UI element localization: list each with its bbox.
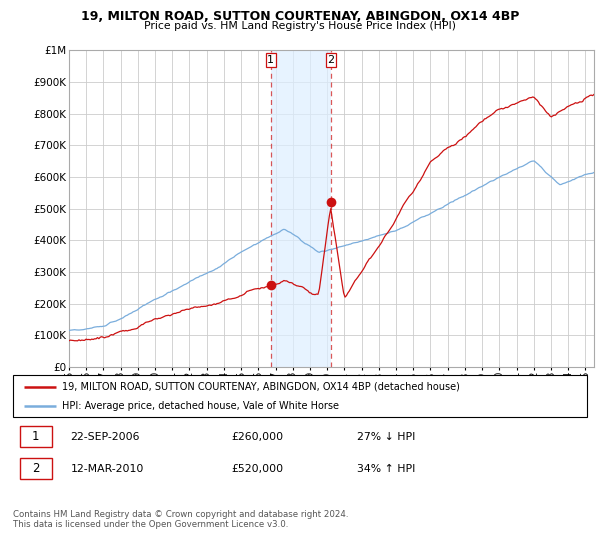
Text: 2: 2 — [327, 55, 334, 65]
Text: 19, MILTON ROAD, SUTTON COURTENAY, ABINGDON, OX14 4BP: 19, MILTON ROAD, SUTTON COURTENAY, ABING… — [81, 10, 519, 23]
Text: £260,000: £260,000 — [231, 432, 283, 442]
Text: 1: 1 — [32, 430, 40, 444]
Text: 1: 1 — [267, 55, 274, 65]
Text: 22-SEP-2006: 22-SEP-2006 — [71, 432, 140, 442]
Text: 19, MILTON ROAD, SUTTON COURTENAY, ABINGDON, OX14 4BP (detached house): 19, MILTON ROAD, SUTTON COURTENAY, ABING… — [62, 381, 460, 391]
Text: 2: 2 — [32, 462, 40, 475]
FancyBboxPatch shape — [20, 458, 52, 479]
Text: £520,000: £520,000 — [231, 464, 283, 474]
Text: 34% ↑ HPI: 34% ↑ HPI — [358, 464, 416, 474]
Text: Contains HM Land Registry data © Crown copyright and database right 2024.
This d: Contains HM Land Registry data © Crown c… — [13, 510, 349, 529]
Bar — [271, 50, 331, 367]
FancyBboxPatch shape — [20, 426, 52, 447]
Text: 12-MAR-2010: 12-MAR-2010 — [71, 464, 144, 474]
Text: Price paid vs. HM Land Registry's House Price Index (HPI): Price paid vs. HM Land Registry's House … — [144, 21, 456, 31]
Text: HPI: Average price, detached house, Vale of White Horse: HPI: Average price, detached house, Vale… — [62, 401, 339, 411]
Text: 27% ↓ HPI: 27% ↓ HPI — [358, 432, 416, 442]
